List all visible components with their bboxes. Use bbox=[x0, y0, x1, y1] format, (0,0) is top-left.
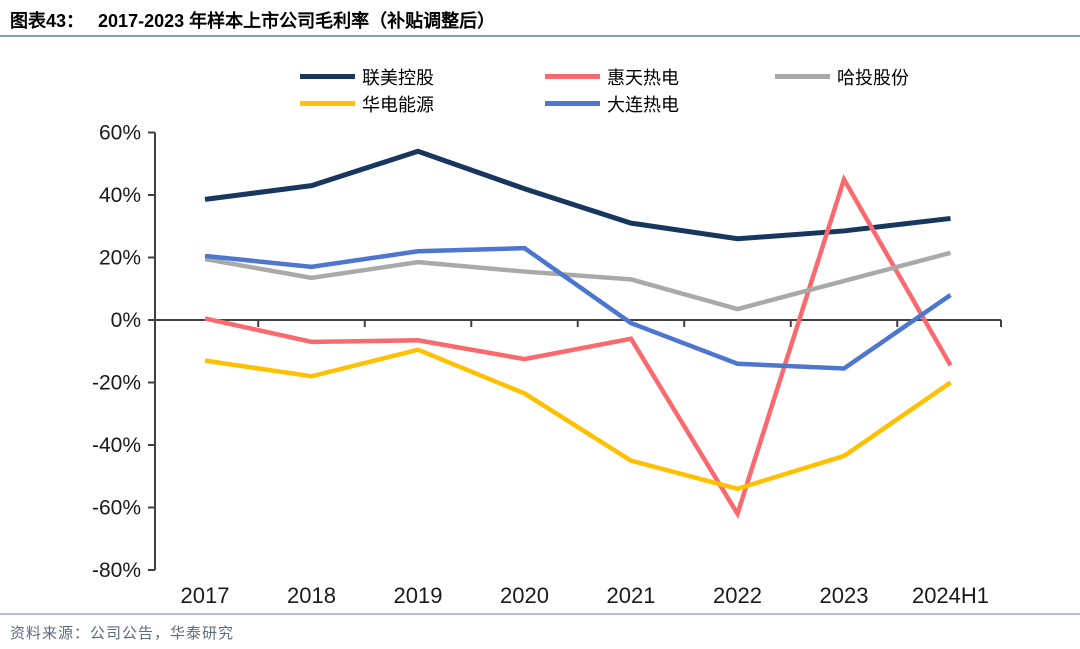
chart-legend: 联美控股 惠天热电 哈投股份华电能源 大连热电 bbox=[300, 64, 1000, 116]
y-axis-label: -80% bbox=[92, 559, 141, 582]
x-axis-label: 2017 bbox=[181, 583, 230, 608]
legend-swatch-icon bbox=[300, 101, 355, 106]
series-line-2 bbox=[204, 250, 952, 312]
legend-item-2: 哈投股份 bbox=[775, 64, 1000, 89]
legend-swatch-icon bbox=[545, 101, 600, 106]
legend-label: 联美控股 bbox=[362, 67, 434, 88]
legend-label: 华电能源 bbox=[362, 94, 434, 115]
x-axis-label: 2018 bbox=[287, 583, 336, 608]
legend-swatch-icon bbox=[300, 74, 355, 79]
series-line-1 bbox=[204, 173, 953, 520]
header-divider bbox=[0, 35, 1080, 37]
figure-header: 图表43： 2017-2023 年样本上市公司毛利率（补贴调整后） bbox=[10, 7, 495, 33]
y-axis-label: 60% bbox=[99, 122, 141, 145]
legend-swatch-icon bbox=[775, 74, 830, 79]
legend-item-4: 大连热电 bbox=[545, 91, 775, 116]
y-axis-label: 40% bbox=[99, 184, 141, 207]
legend-label: 惠天热电 bbox=[607, 67, 679, 88]
legend-label: 大连热电 bbox=[607, 94, 679, 115]
x-axis-label: 2020 bbox=[500, 583, 549, 608]
series-line-3 bbox=[204, 347, 952, 492]
y-axis-label: 20% bbox=[99, 247, 141, 270]
figure-number: 图表43： bbox=[10, 11, 85, 31]
legend-item-0: 联美控股 bbox=[300, 64, 545, 89]
footer-divider bbox=[0, 613, 1080, 615]
legend-label: 哈投股份 bbox=[837, 67, 909, 88]
legend-swatch-icon bbox=[545, 74, 600, 79]
y-axis-label: -40% bbox=[92, 434, 141, 457]
x-axis-label: 2019 bbox=[394, 583, 443, 608]
x-axis-label: 2021 bbox=[607, 583, 656, 608]
legend-item-1: 惠天热电 bbox=[545, 64, 775, 89]
x-axis-label: 2024H1 bbox=[912, 583, 989, 608]
x-axis-label: 2022 bbox=[713, 583, 762, 608]
y-axis-label: 0% bbox=[111, 309, 141, 332]
legend-item-3: 华电能源 bbox=[300, 91, 545, 116]
x-axis-label: 2023 bbox=[820, 583, 869, 608]
figure-title: 2017-2023 年样本上市公司毛利率（补贴调整后） bbox=[98, 11, 496, 31]
y-axis-label: -20% bbox=[92, 372, 141, 395]
y-axis-label: -60% bbox=[92, 497, 141, 520]
source-note: 资料来源：公司公告，华泰研究 bbox=[10, 626, 235, 642]
series-line-4 bbox=[204, 245, 952, 371]
